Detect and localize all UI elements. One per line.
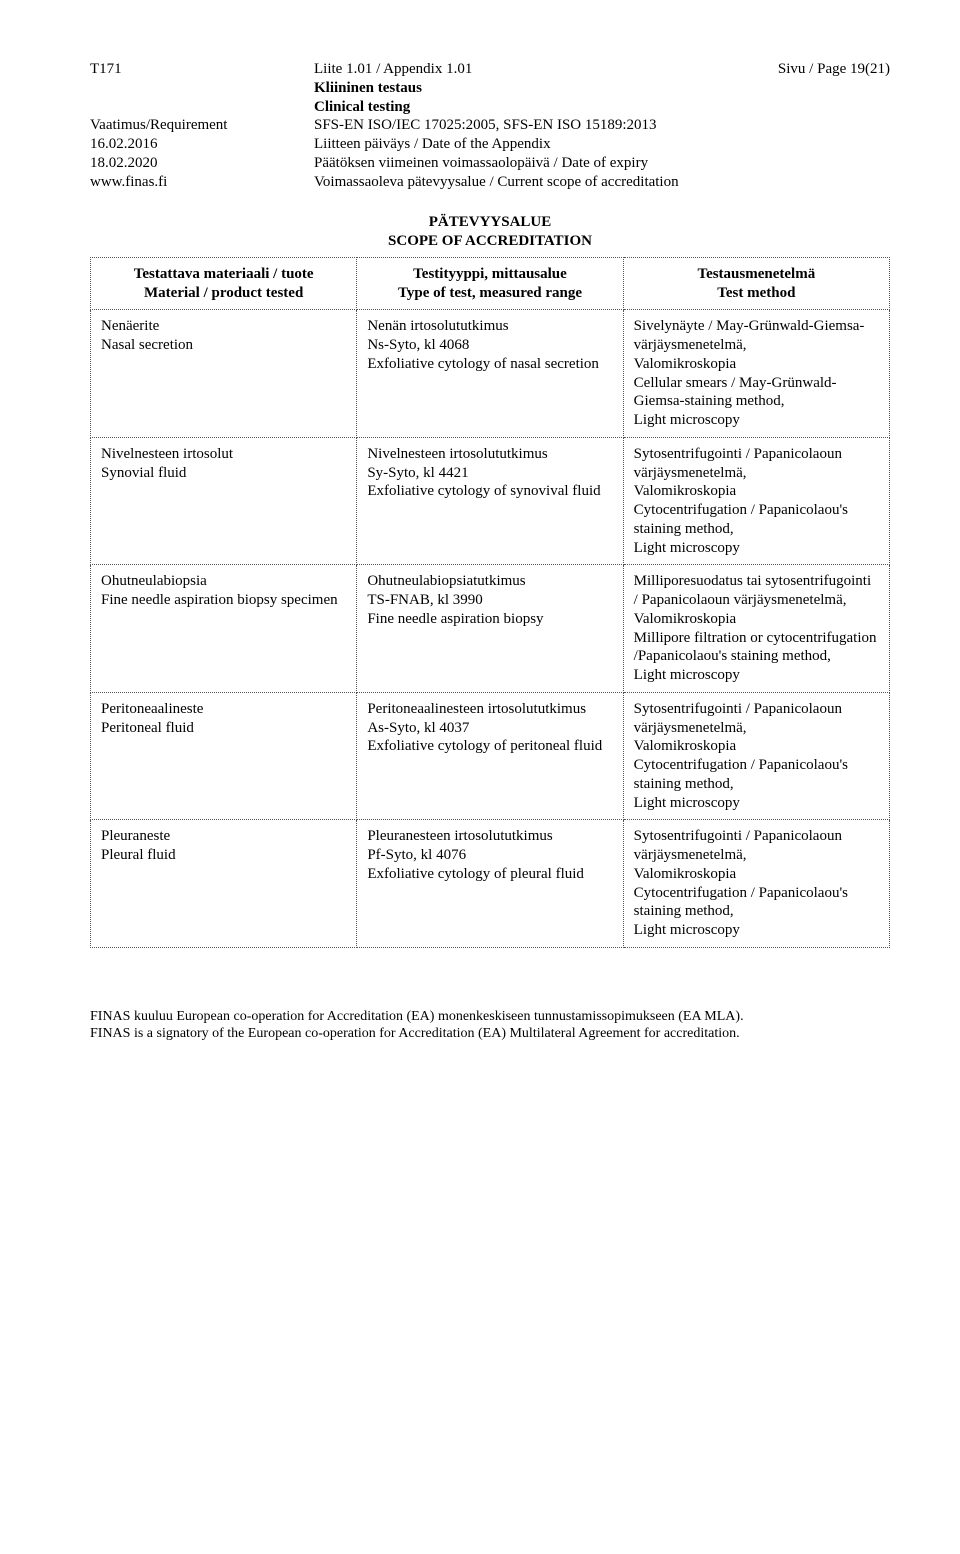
header-left-line <box>90 98 310 117</box>
header-left-line <box>90 79 310 98</box>
col3-header-line2: Test method <box>717 285 795 301</box>
table-cell: Ohutneulabiopsiatutkimus TS-FNAB, kl 399… <box>357 565 623 693</box>
col2-header-line2: Type of test, measured range <box>398 285 582 301</box>
table-cell: Sytosentrifugointi / Papanicolaoun värjä… <box>623 692 889 820</box>
header-left-line: www.finas.fi <box>90 173 310 192</box>
table-cell: Nivelnesteen irtosolututkimus Sy-Syto, k… <box>357 437 623 565</box>
header-mid-line: Liite 1.01 / Appendix 1.01 <box>314 60 736 79</box>
col2-header-line1: Testityyppi, mittausalue <box>413 266 567 282</box>
col3-header: Testausmenetelmä Test method <box>623 257 889 310</box>
header-mid-line: Voimassaoleva pätevyysalue / Current sco… <box>314 173 736 192</box>
header-right-col: Sivu / Page 19(21) <box>740 60 890 191</box>
table-cell: Peritoneaalinesteen irtosolututkimus As-… <box>357 692 623 820</box>
table-row: Ohutneulabiopsia Fine needle aspiration … <box>91 565 890 693</box>
header-left-line: T171 <box>90 60 310 79</box>
table-head-row: Testattava materiaali / tuote Material /… <box>91 257 890 310</box>
header-left-line: 16.02.2016 <box>90 135 310 154</box>
header-left-col: T171 Vaatimus/Requirement16.02.201618.02… <box>90 60 310 191</box>
table-cell: Nenän irtosolututkimus Ns-Syto, kl 4068 … <box>357 310 623 438</box>
table-cell: Sivelynäyte / May-Grünwald-Giemsa- värjä… <box>623 310 889 438</box>
section-subtitle: SCOPE OF ACCREDITATION <box>90 232 890 251</box>
accreditation-table: Testattava materiaali / tuote Material /… <box>90 257 890 948</box>
section-title: PÄTEVYYSALUE <box>90 213 890 232</box>
table-cell: Sytosentrifugointi / Papanicolaoun värjä… <box>623 437 889 565</box>
table-cell: Nivelnesteen irtosolut Synovial fluid <box>91 437 357 565</box>
header-mid-line: Päätöksen viimeinen voimassaolopäivä / D… <box>314 154 736 173</box>
table-cell: Sytosentrifugointi / Papanicolaoun värjä… <box>623 820 889 948</box>
col1-header-line2: Material / product tested <box>144 285 303 301</box>
table-row: Pleuraneste Pleural fluidPleuranesteen i… <box>91 820 890 948</box>
table-cell: Nenäerite Nasal secretion <box>91 310 357 438</box>
col1-header-line1: Testattava materiaali / tuote <box>134 266 314 282</box>
page-header: T171 Vaatimus/Requirement16.02.201618.02… <box>90 60 890 191</box>
header-mid-line: Liitteen päiväys / Date of the Appendix <box>314 135 736 154</box>
table-row: Peritoneaalineste Peritoneal fluidPerito… <box>91 692 890 820</box>
header-mid-line: Clinical testing <box>314 98 736 117</box>
header-mid-line: SFS-EN ISO/IEC 17025:2005, SFS-EN ISO 15… <box>314 116 736 135</box>
table-cell: Peritoneaalineste Peritoneal fluid <box>91 692 357 820</box>
table-cell: Pleuraneste Pleural fluid <box>91 820 357 948</box>
footer-line2: FINAS is a signatory of the European co-… <box>90 1025 890 1043</box>
header-left-line: 18.02.2020 <box>90 154 310 173</box>
table-cell: Pleuranesteen irtosolututkimus Pf-Syto, … <box>357 820 623 948</box>
page-footer: FINAS kuuluu European co-operation for A… <box>90 1008 890 1043</box>
table-cell: Ohutneulabiopsia Fine needle aspiration … <box>91 565 357 693</box>
footer-line1: FINAS kuuluu European co-operation for A… <box>90 1008 890 1026</box>
table-cell: Milliporesuodatus tai sytosentrifugointi… <box>623 565 889 693</box>
table-row: Nenäerite Nasal secretionNenän irtosolut… <box>91 310 890 438</box>
table-body: Nenäerite Nasal secretionNenän irtosolut… <box>91 310 890 948</box>
header-mid-line: Kliininen testaus <box>314 79 736 98</box>
col2-header: Testityyppi, mittausalue Type of test, m… <box>357 257 623 310</box>
header-mid-col: Liite 1.01 / Appendix 1.01Kliininen test… <box>314 60 736 191</box>
col3-header-line1: Testausmenetelmä <box>697 266 815 282</box>
table-row: Nivelnesteen irtosolut Synovial fluidNiv… <box>91 437 890 565</box>
col1-header: Testattava materiaali / tuote Material /… <box>91 257 357 310</box>
header-left-line: Vaatimus/Requirement <box>90 116 310 135</box>
